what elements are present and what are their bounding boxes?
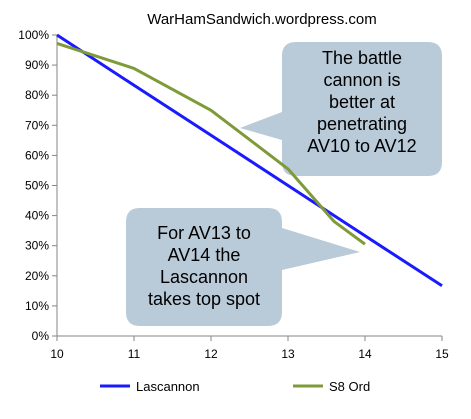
callout-text-line: better at [329,92,395,112]
callout-box [282,42,442,176]
callout-text-line: AV14 the [168,245,241,265]
y-tick-label: 60% [25,148,49,162]
callout-text-line: For AV13 to [157,223,251,243]
legend-item: Lascannon [100,379,200,394]
series-line-s8-ord [56,41,366,246]
callout-text-line: takes top spot [148,289,260,309]
y-tick-label: 20% [25,269,49,283]
legend-label: Lascannon [136,379,200,394]
x-tick-label: 13 [281,347,295,361]
callout-text-line: AV10 to AV12 [307,136,416,156]
series-line-lascannon [56,33,443,287]
callout-pointer [282,228,360,270]
x-tick-label: 15 [435,347,449,361]
callout-text-line: cannon is [323,70,400,90]
y-tick-label: 100% [18,28,49,42]
x-tick-label: 10 [50,347,64,361]
y-tick-label: 40% [25,209,49,223]
chart-title: WarHamSandwich.wordpress.com [147,11,377,28]
y-tick-label: 70% [25,118,49,132]
callout-text-line: Lascannon [160,267,248,287]
x-tick-label: 12 [204,347,218,361]
y-tick-label: 0% [32,329,50,343]
callout-box [126,208,282,326]
x-tick-label: 14 [358,347,372,361]
callout-text-line: penetrating [317,114,407,134]
y-tick-label: 10% [25,299,49,313]
y-tick-label: 30% [25,239,49,253]
callout-pointer [240,112,282,140]
y-tick-label: 80% [25,88,49,102]
x-tick-label: 11 [128,347,141,361]
y-tick-label: 50% [25,179,49,193]
y-tick-label: 90% [25,58,49,72]
legend-label: S8 Ord [329,379,370,394]
callout-text-line: The battle [322,48,402,68]
legend-item: S8 Ord [293,379,370,394]
